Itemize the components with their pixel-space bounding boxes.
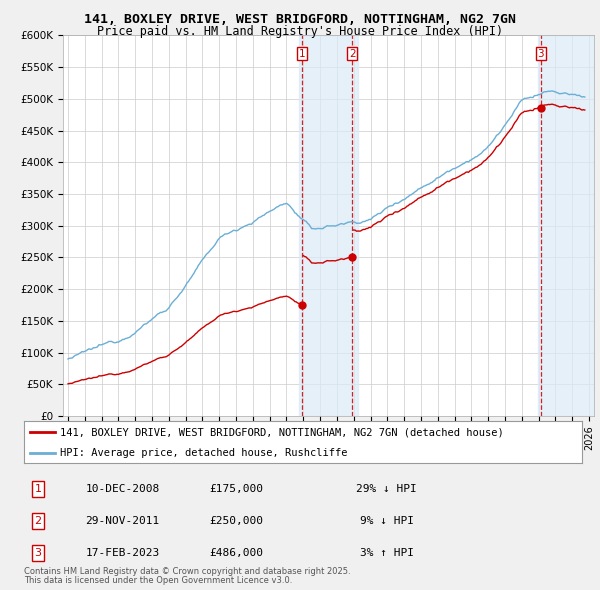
Bar	[299, 35, 358, 416]
Text: HPI: Average price, detached house, Rushcliffe: HPI: Average price, detached house, Rush…	[60, 448, 348, 457]
Text: 141, BOXLEY DRIVE, WEST BRIDGFORD, NOTTINGHAM, NG2 7GN: 141, BOXLEY DRIVE, WEST BRIDGFORD, NOTTI…	[84, 13, 516, 26]
Text: £486,000: £486,000	[209, 548, 263, 558]
Text: 3: 3	[538, 49, 544, 59]
Text: Contains HM Land Registry data © Crown copyright and database right 2025.: Contains HM Land Registry data © Crown c…	[24, 567, 350, 576]
Text: 141, BOXLEY DRIVE, WEST BRIDGFORD, NOTTINGHAM, NG2 7GN (detached house): 141, BOXLEY DRIVE, WEST BRIDGFORD, NOTTI…	[60, 427, 504, 437]
Text: This data is licensed under the Open Government Licence v3.0.: This data is licensed under the Open Gov…	[24, 576, 292, 585]
Text: 2: 2	[349, 49, 356, 59]
Text: 9% ↓ HPI: 9% ↓ HPI	[360, 516, 414, 526]
Text: 17-FEB-2023: 17-FEB-2023	[85, 548, 160, 558]
Text: 29% ↓ HPI: 29% ↓ HPI	[356, 484, 417, 494]
Text: 3% ↑ HPI: 3% ↑ HPI	[360, 548, 414, 558]
Text: 2: 2	[34, 516, 41, 526]
Text: 1: 1	[34, 484, 41, 494]
Text: Price paid vs. HM Land Registry's House Price Index (HPI): Price paid vs. HM Land Registry's House …	[97, 25, 503, 38]
Text: £250,000: £250,000	[209, 516, 263, 526]
Text: 3: 3	[34, 548, 41, 558]
Text: £175,000: £175,000	[209, 484, 263, 494]
Text: 10-DEC-2008: 10-DEC-2008	[85, 484, 160, 494]
Bar	[538, 35, 594, 416]
Text: 1: 1	[299, 49, 305, 59]
Text: 29-NOV-2011: 29-NOV-2011	[85, 516, 160, 526]
